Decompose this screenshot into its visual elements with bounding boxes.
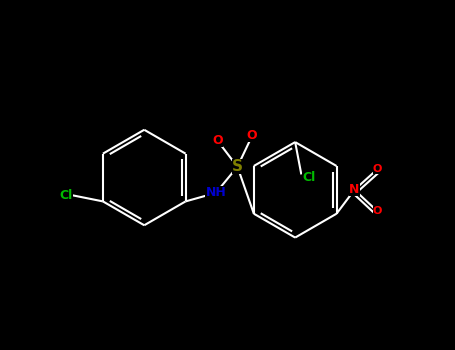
Text: O: O	[373, 164, 382, 174]
Text: N: N	[349, 183, 359, 196]
Text: O: O	[212, 134, 222, 147]
Text: Cl: Cl	[59, 189, 73, 202]
Text: S: S	[232, 159, 243, 174]
Text: Cl: Cl	[303, 171, 316, 184]
Text: O: O	[373, 206, 382, 216]
Text: O: O	[247, 130, 258, 142]
Text: NH: NH	[206, 187, 226, 199]
